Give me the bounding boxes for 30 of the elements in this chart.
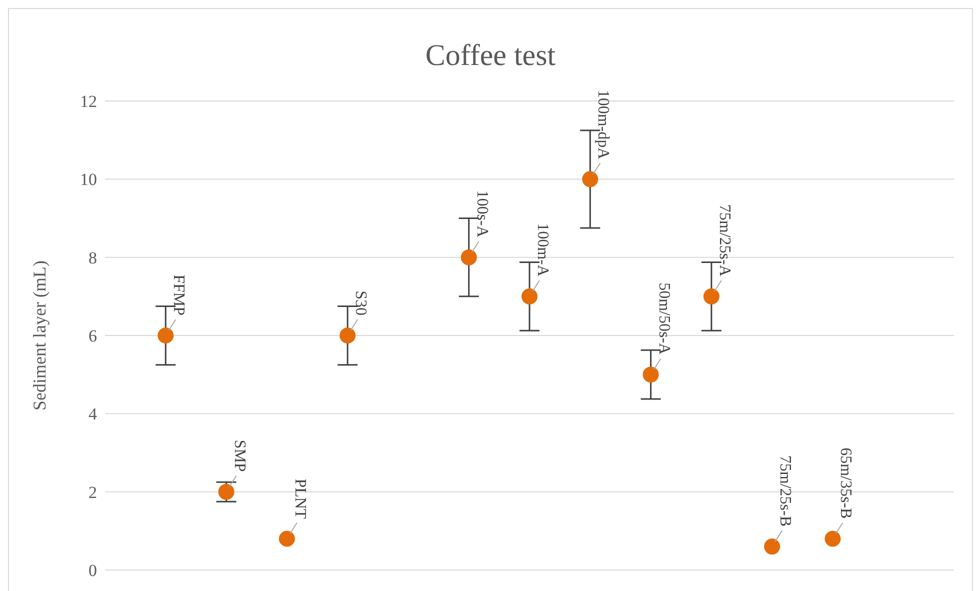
x-tick-label: 65m/35s-B [837, 448, 854, 519]
y-tick-label: 2 [88, 482, 97, 502]
x-tick-label: 100m-dpA [594, 90, 612, 160]
point [340, 328, 356, 344]
point [460, 249, 477, 266]
point [703, 288, 720, 304]
chart-title: Coffee test [424, 39, 557, 73]
x-tick-label: SMP [230, 440, 248, 472]
x-tick-label: 75m/25s-B [776, 455, 794, 527]
y-tick-label: 0 [88, 561, 97, 580]
point [158, 328, 174, 344]
y-axis-title: Sediment layer (mL) [29, 260, 50, 410]
y-tick-label: 4 [88, 404, 98, 424]
point [582, 171, 598, 188]
x-tick-label: 75m/25s-A [716, 204, 733, 277]
point [642, 366, 659, 383]
point [278, 530, 295, 547]
x-tick-label: FFMP [170, 274, 188, 316]
point [522, 288, 538, 304]
y-tick-label: 12 [80, 92, 97, 112]
x-tick-label: 100s-A [473, 190, 490, 238]
x-tick-label: 100m-A [534, 223, 551, 277]
point [764, 538, 780, 555]
x-tick-label: PLNT [291, 478, 308, 519]
x-tick-label: S30 [352, 290, 370, 316]
y-tick-label: 6 [88, 326, 97, 346]
point [824, 530, 841, 547]
y-tick-label: 8 [88, 248, 97, 268]
x-tick-label: 50m/50s-A [655, 282, 672, 356]
y-tick-label: 10 [80, 170, 97, 190]
